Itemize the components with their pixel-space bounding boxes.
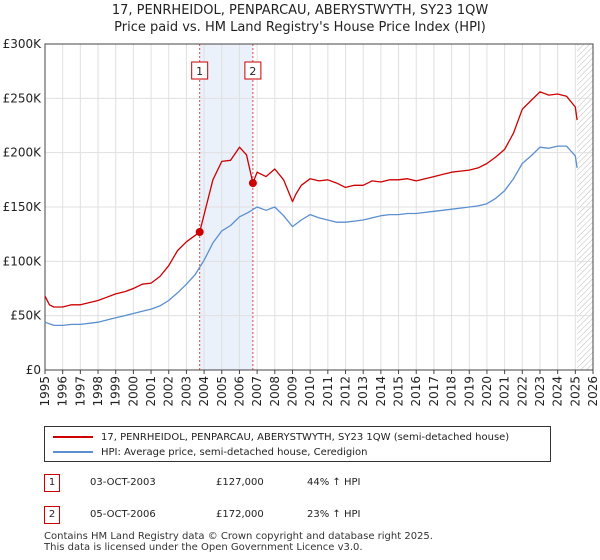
x-tick-label: 2024	[551, 376, 565, 407]
x-tick-label: 2021	[498, 376, 512, 407]
plot-border	[44, 43, 594, 371]
footer-copyright: Contains HM Land Registry data © Crown c…	[44, 531, 433, 542]
hpi-line	[44, 145, 578, 327]
x-tick-label: 2009	[285, 376, 299, 407]
y-tick-label: £150K	[3, 200, 43, 214]
x-tick-label: 2002	[162, 376, 176, 407]
legend-item-hpi: HPI: Average price, semi-detached house,…	[53, 445, 368, 459]
sale-label-box	[191, 61, 209, 80]
x-tick-label: 2023	[533, 376, 547, 407]
y-tick-label: £100K	[3, 254, 43, 268]
x-tick-label: 2017	[427, 376, 441, 407]
sale-label-number: 1	[196, 65, 203, 78]
x-tick-label: 2012	[339, 376, 353, 407]
transaction-number-badge: 2	[44, 506, 60, 524]
y-tick-label: £200K	[3, 146, 43, 160]
x-tick-label: 2010	[303, 376, 317, 407]
x-tick-label: 2018	[445, 376, 459, 407]
x-tick-label: 2025	[568, 376, 582, 407]
chart-subtitle: Price paid vs. HM Land Registry's House …	[114, 20, 486, 35]
x-tick-label: 2004	[197, 376, 211, 407]
y-tick-label: £250K	[3, 91, 43, 105]
transaction-price: £172,000	[216, 509, 264, 520]
x-tick-label: 2001	[144, 376, 158, 407]
transaction-hpi-change: 23% ↑ HPI	[307, 509, 361, 520]
transaction-number-badge: 1	[44, 474, 60, 492]
x-tick-label: 2020	[480, 376, 494, 407]
sale-label-box	[244, 61, 262, 80]
x-tick-label: 2005	[215, 376, 229, 407]
x-tick-label: 2014	[374, 376, 388, 407]
x-tick-label: 2015	[392, 376, 406, 407]
chart-title-address: 17, PENRHEIDOL, PENPARCAU, ABERYSTWYTH, …	[111, 3, 489, 18]
x-tick-label: 2022	[515, 376, 529, 407]
legend-swatch-hpi	[53, 451, 93, 453]
x-tick-label: 2013	[356, 376, 370, 407]
price-chart: 1995 1996 1997 1998 1999 2000 2001 2002 2003 2004…	[3, 37, 600, 407]
legend-label-property: 17, PENRHEIDOL, PENPARCAU, ABERYSTWYTH, …	[101, 431, 510, 443]
x-tick-label: 1997	[73, 376, 87, 407]
sale-point	[248, 179, 257, 188]
x-tick-label: 1995	[38, 376, 52, 407]
legend-label-hpi: HPI: Average price, semi-detached house,…	[101, 446, 368, 458]
x-tick-label: 2019	[462, 376, 476, 407]
transaction-hpi-change: 44% ↑ HPI	[307, 477, 361, 488]
sale-label-number: 2	[249, 65, 256, 78]
x-tick-label: 2007	[250, 376, 264, 407]
x-tick-label: 2000	[126, 376, 140, 407]
y-tick-label: £50K	[10, 309, 42, 323]
sale-point	[195, 227, 204, 236]
transaction-price: £127,000	[216, 477, 264, 488]
legend-swatch-property	[53, 436, 93, 438]
legend-item-property: 17, PENRHEIDOL, PENPARCAU, ABERYSTWYTH, …	[53, 430, 509, 444]
x-tick-label: 2011	[321, 376, 335, 407]
transaction-date: 05-OCT-2006	[90, 509, 156, 520]
x-tick-label: 2003	[179, 376, 193, 407]
x-tick-label: 1999	[109, 376, 123, 407]
footer-licence: This data is licensed under the Open Gov…	[44, 542, 363, 553]
x-tick-label: 2006	[232, 376, 246, 407]
y-tick-label: £0	[26, 363, 41, 377]
x-tick-label: 1998	[91, 376, 105, 407]
x-tick-label: 2008	[268, 376, 282, 407]
footer-attribution: Contains HM Land Registry data © Crown c…	[44, 531, 433, 553]
y-tick-label: £300K	[3, 37, 43, 51]
property-price-line	[44, 91, 578, 308]
x-tick-label: 2016	[409, 376, 423, 407]
x-tick-label: 1996	[56, 376, 70, 407]
transaction-date: 03-OCT-2003	[90, 477, 156, 488]
x-tick-label: 2026	[586, 376, 600, 407]
chart-legend: 17, PENRHEIDOL, PENPARCAU, ABERYSTWYTH, …	[44, 426, 551, 462]
